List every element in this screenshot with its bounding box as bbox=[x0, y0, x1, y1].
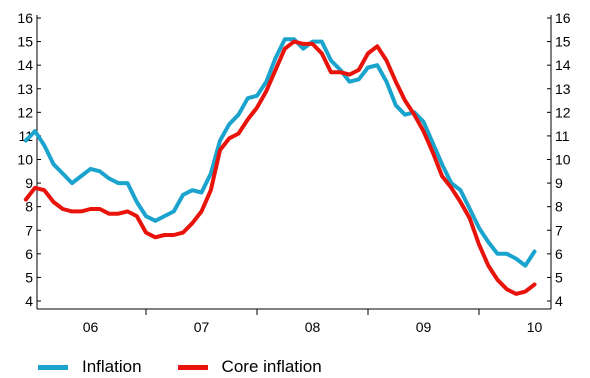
y-tick-label-left: 8 bbox=[25, 199, 33, 215]
y-tick-label-left: 14 bbox=[17, 57, 33, 73]
x-tick-label: 08 bbox=[305, 319, 321, 335]
legend-label-inflation: Inflation bbox=[82, 357, 142, 376]
legend-item-inflation: Inflation bbox=[38, 357, 142, 377]
y-tick-label-left: 12 bbox=[17, 104, 33, 120]
legend-item-core-inflation: Core inflation bbox=[177, 357, 322, 377]
legend-swatch-inflation bbox=[38, 364, 68, 370]
y-tick-label-right: 5 bbox=[555, 269, 563, 285]
y-tick-label-left: 11 bbox=[18, 128, 33, 144]
inflation-line-chart: 4 4 5 5 6 6 7 7 8 8 9 9 10 10 11 11 12 12 13 13 14 14 15 15 16 16… bbox=[17, 10, 570, 335]
y-tick-label-left: 10 bbox=[17, 152, 33, 168]
legend-label-core-inflation: Core inflation bbox=[221, 357, 322, 376]
legend-swatch-core-inflation bbox=[177, 364, 208, 370]
y-tick-label-left: 5 bbox=[25, 269, 33, 285]
y-tick-label-right: 12 bbox=[555, 104, 571, 120]
y-tick-label-right: 7 bbox=[555, 222, 563, 238]
y-tick-label-right: 14 bbox=[555, 57, 571, 73]
y-tick-label-left: 7 bbox=[25, 222, 33, 238]
y-tick-label-right: 15 bbox=[555, 34, 571, 50]
series-line-inflation bbox=[23, 37, 537, 268]
x-tick-label: 07 bbox=[194, 319, 210, 335]
y-tick-label-left: 16 bbox=[17, 10, 33, 26]
y-tick-label-right: 13 bbox=[555, 81, 571, 97]
axes: 4 4 5 5 6 6 7 7 8 8 9 9 10 10 11 11 12 12 13 13 14 14 15 15 16 16… bbox=[17, 10, 570, 335]
y-tick-label-left: 13 bbox=[17, 81, 33, 97]
y-tick-label-left: 9 bbox=[25, 175, 33, 191]
legend: Inflation Core inflation bbox=[38, 356, 358, 378]
y-tick-label-left: 15 bbox=[17, 34, 33, 50]
y-tick-label-right: 4 bbox=[555, 293, 563, 309]
y-tick-label-right: 9 bbox=[555, 175, 563, 191]
y-tick-label-right: 11 bbox=[555, 128, 570, 144]
x-tick-label: 10 bbox=[527, 319, 543, 335]
y-tick-label-left: 4 bbox=[25, 293, 33, 309]
series-line-core-inflation bbox=[23, 39, 537, 296]
y-tick-label-left: 6 bbox=[25, 246, 33, 262]
x-tick-label: 09 bbox=[416, 319, 432, 335]
y-tick-label-right: 8 bbox=[555, 199, 563, 215]
y-tick-label-right: 10 bbox=[555, 152, 571, 168]
y-tick-label-right: 6 bbox=[555, 246, 563, 262]
y-tick-label-right: 16 bbox=[555, 10, 571, 26]
x-tick-label: 06 bbox=[83, 319, 99, 335]
series-layer bbox=[23, 37, 537, 296]
